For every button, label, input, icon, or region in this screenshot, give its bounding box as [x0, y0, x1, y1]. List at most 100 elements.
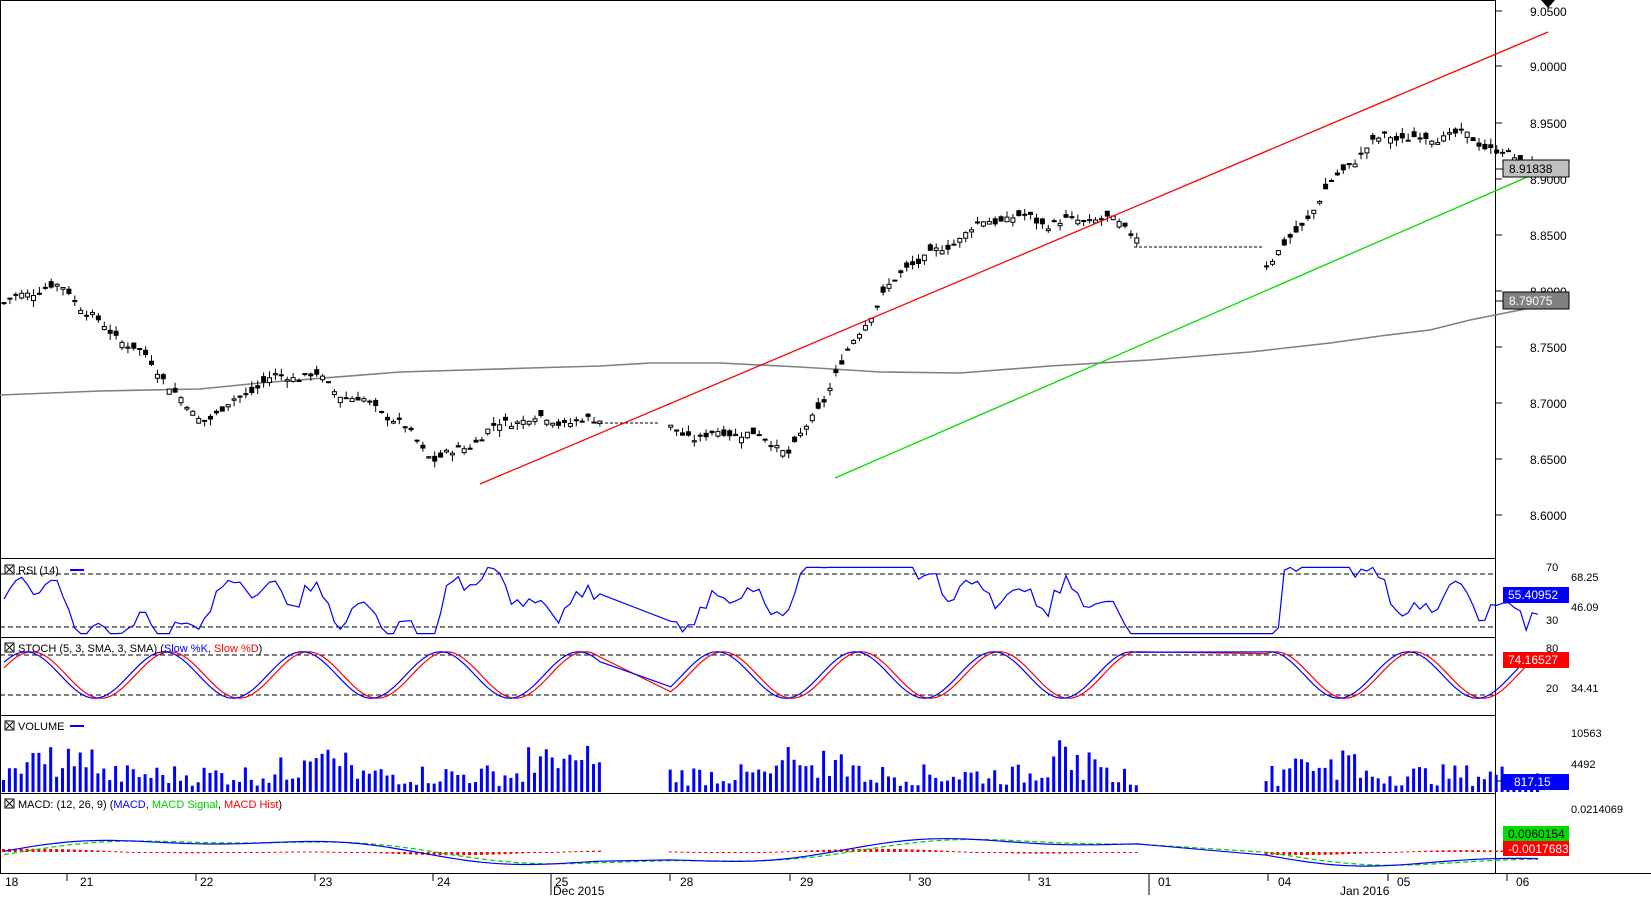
candle-body: [320, 375, 326, 381]
candle-body: [668, 424, 674, 428]
candle-body: [25, 292, 31, 298]
price-tick: 8.9500: [1530, 117, 1567, 131]
price-axis: 9.0500 9.0000 8.9500 8.9000 8.8500 8.800…: [1530, 5, 1567, 523]
candle-body: [444, 449, 449, 453]
macd-hist-bar: [898, 849, 902, 852]
candle-body: [367, 400, 373, 403]
triangle-down-icon[interactable]: [1541, 0, 1555, 8]
volume-bar: [1418, 767, 1421, 792]
candle-body: [1500, 151, 1506, 154]
volume-bar: [503, 775, 507, 792]
volume-bar: [592, 764, 595, 792]
macd-hist-bar: [1447, 850, 1451, 852]
candle-body: [1393, 135, 1399, 141]
macd-hist-bar: [963, 851, 967, 853]
candle-body: [101, 326, 107, 331]
candle-body: [780, 450, 786, 457]
macd-hist-bar: [1069, 852, 1073, 854]
volume-bar: [338, 766, 342, 792]
volume-bar: [1046, 777, 1050, 792]
candle-body: [945, 244, 951, 250]
panel-frames: [0, 0, 1651, 874]
candle-body: [1388, 137, 1393, 144]
volume-bar: [692, 768, 696, 792]
volume-bar: [1447, 778, 1451, 792]
macd-hist-bar: [538, 852, 542, 853]
candle-body: [898, 270, 904, 274]
macd-hist-bar: [120, 851, 123, 853]
macd-hist-bar: [975, 852, 979, 853]
macd-hist-bar: [1052, 852, 1056, 854]
volume-bar: [586, 745, 590, 792]
macd-hist-bar: [214, 852, 218, 854]
volume-bar: [1500, 766, 1504, 792]
svg-text:21: 21: [80, 875, 94, 889]
macd-hist-bar: [1477, 850, 1480, 852]
candle-body: [680, 432, 685, 436]
volume-bar: [810, 765, 814, 792]
candle-body: [349, 397, 355, 403]
candle-body: [390, 420, 396, 424]
macd-hist-bar: [910, 849, 914, 852]
candle-body: [1022, 213, 1028, 216]
macd-hist-bar: [739, 852, 743, 853]
macd-hist-bar: [391, 852, 395, 854]
macd-hist-bar: [367, 852, 371, 853]
candle-body: [774, 445, 780, 449]
volume-bar: [25, 762, 29, 792]
macd-hist-bar: [798, 850, 802, 852]
volume-bar: [863, 781, 867, 792]
macd-hist-bar: [969, 851, 973, 853]
candle-body: [1010, 217, 1016, 223]
candle-body: [408, 427, 414, 431]
candle-body: [290, 377, 296, 382]
support-line: [834, 167, 1549, 479]
macd-hist-bar: [143, 852, 147, 853]
volume-bar: [7, 768, 11, 792]
macd-hist-bar: [361, 852, 365, 853]
candle-body: [54, 283, 60, 287]
macd-hist-bar: [710, 852, 713, 853]
candle-body: [1004, 216, 1010, 223]
macd-hist-bar: [1435, 850, 1439, 852]
candle-body: [1098, 218, 1104, 221]
candle-body: [1340, 164, 1346, 171]
macd-hist-bar: [556, 851, 560, 853]
volume-bar: [326, 749, 330, 792]
macd-hist-bar: [1034, 852, 1038, 854]
macd-hist-bar: [202, 852, 206, 854]
macd-hist-bar: [1311, 852, 1315, 855]
macd-hist-bar: [780, 851, 784, 853]
candle-body: [1329, 179, 1334, 182]
volume-bar: [999, 784, 1003, 792]
volume-bar: [208, 772, 212, 792]
candle-body: [1311, 209, 1317, 214]
svg-text:22: 22: [200, 875, 214, 889]
resistance-line: [479, 31, 1549, 485]
volume-bar: [344, 752, 348, 792]
candle-body: [1323, 183, 1329, 190]
candle-body: [1458, 128, 1464, 131]
volume-bar: [1064, 746, 1067, 792]
volume-bar: [751, 772, 755, 792]
macd-hist-bar: [1376, 852, 1380, 853]
volume-bar: [1394, 785, 1398, 792]
volume-bar: [597, 762, 601, 792]
candle-body: [1116, 221, 1122, 228]
candle-body: [19, 292, 25, 299]
volume-bar: [37, 752, 41, 792]
volume-bar: [255, 785, 259, 792]
volume-bar: [155, 767, 159, 792]
macd-hist-bar: [1282, 852, 1286, 855]
volume-bar: [509, 777, 513, 792]
volume-bar: [515, 773, 519, 792]
volume-bar: [1105, 767, 1109, 792]
macd-hist-bar: [533, 852, 536, 853]
volume-bar: [19, 773, 23, 792]
macd-hist-bar: [904, 849, 908, 852]
candle-body: [768, 445, 774, 448]
volume-bar: [13, 768, 17, 792]
volume-bar: [491, 771, 495, 792]
